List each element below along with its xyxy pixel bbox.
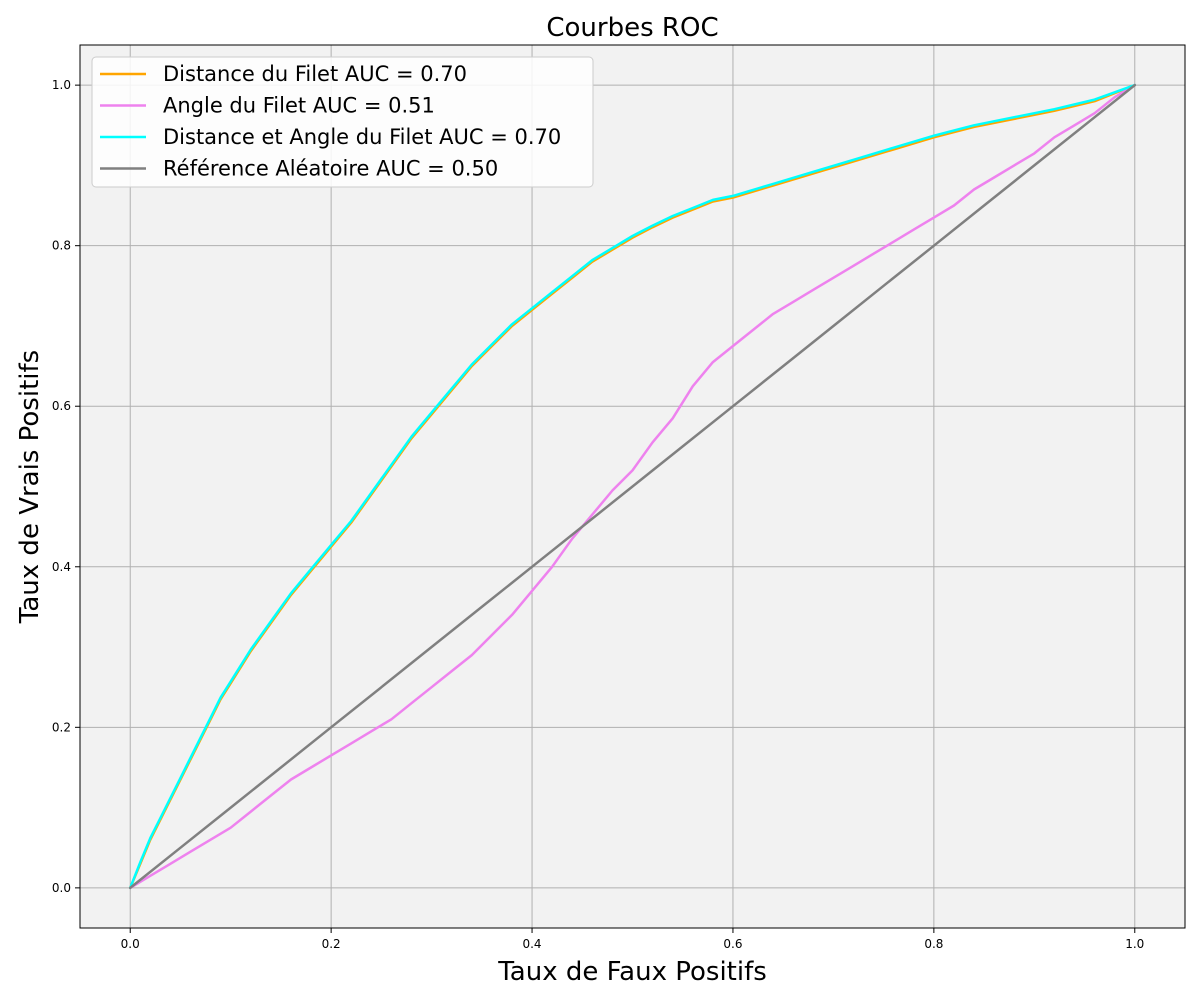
y-tick-label: 0.2: [52, 720, 71, 734]
x-tick-label: 0.8: [924, 937, 943, 951]
series-lines: [128, 83, 1137, 890]
x-tick-label: 1.0: [1125, 937, 1144, 951]
y-tick-label: 0.0: [52, 881, 71, 895]
legend-label-2: Distance et Angle du Filet AUC = 0.70: [163, 125, 561, 149]
series-line-2: [128, 83, 1137, 890]
plot-frame: [79, 44, 1186, 929]
grid-lines: [80, 45, 1185, 928]
x-tick-label: 0.6: [723, 937, 742, 951]
series-line-1: [128, 83, 1137, 890]
axis-ticks: 0.0 0.2 0.4 0.6 0.8 1.0 0.0 0.2 0.4 0.6 0.8 1.0: [52, 78, 1144, 951]
series-line-3: [128, 83, 1137, 890]
y-axis-label: Taux de Vrais Positifs: [15, 350, 45, 624]
legend-label-3: Référence Aléatoire AUC = 0.50: [163, 157, 498, 181]
legend-box: [91, 56, 594, 188]
y-tick-label: 0.6: [52, 399, 71, 413]
x-tick-label: 0.4: [522, 937, 541, 951]
legend-label-1: Angle du Filet AUC = 0.51: [163, 94, 435, 118]
x-tick-label: 0.2: [322, 937, 341, 951]
y-tick-label: 0.4: [52, 560, 71, 574]
y-tick-label: 0.8: [52, 239, 71, 253]
legend-label-0: Distance du Filet AUC = 0.70: [163, 62, 467, 86]
chart-title: Courbes ROC: [546, 13, 718, 43]
y-tick-label: 1.0: [52, 78, 71, 92]
legend: Distance du Filet AUC = 0.70 Angle du Fil…: [91, 56, 594, 188]
x-axis-label: Taux de Faux Positifs: [497, 957, 767, 987]
x-tick-label: 0.0: [121, 937, 140, 951]
